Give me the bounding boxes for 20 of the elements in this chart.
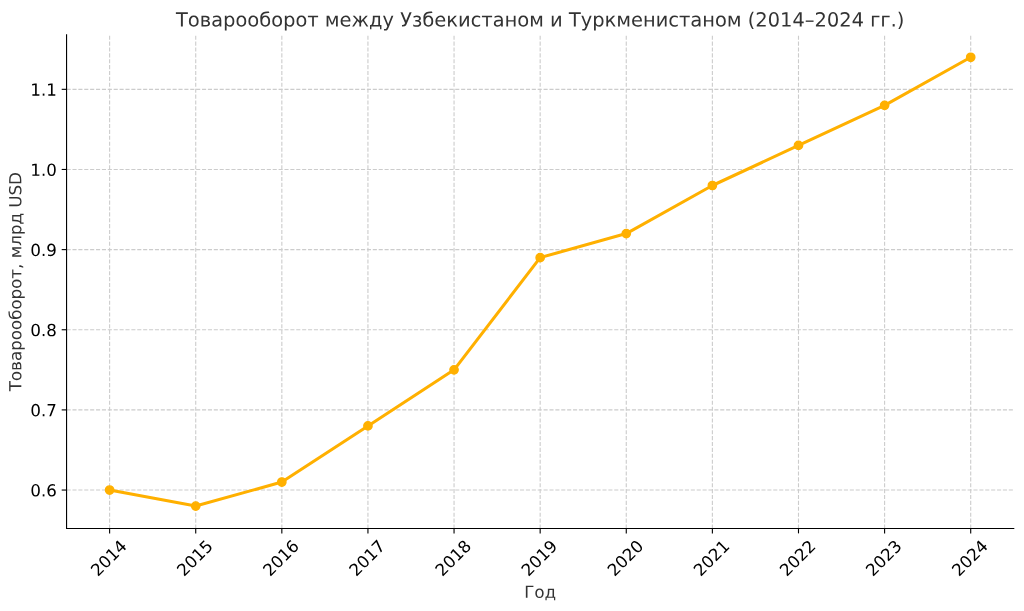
point xyxy=(276,477,287,487)
point xyxy=(965,52,976,63)
y-tick-label: 0.9 xyxy=(31,243,56,257)
point xyxy=(793,140,804,151)
chart-title: Товарооборот между Узбекистаном и Туркменистаном (2014–2024 гг.) xyxy=(175,11,903,31)
point xyxy=(190,501,201,511)
point xyxy=(707,180,718,191)
y-tick-label: 0.6 xyxy=(31,484,56,497)
y-tick-label: 1.1 xyxy=(32,83,56,96)
point xyxy=(104,485,115,495)
y-tick-label: 1.0 xyxy=(32,163,56,177)
x-axis-title: Год xyxy=(525,585,556,601)
point xyxy=(621,228,632,239)
y-tick-label: 0.7 xyxy=(31,403,56,417)
point xyxy=(449,364,459,375)
point xyxy=(363,421,373,431)
y-axis-title: Товарооборот, млрд USD xyxy=(8,173,25,392)
point xyxy=(535,252,546,263)
y-tick-label: 0.8 xyxy=(31,323,56,337)
point xyxy=(879,100,890,111)
